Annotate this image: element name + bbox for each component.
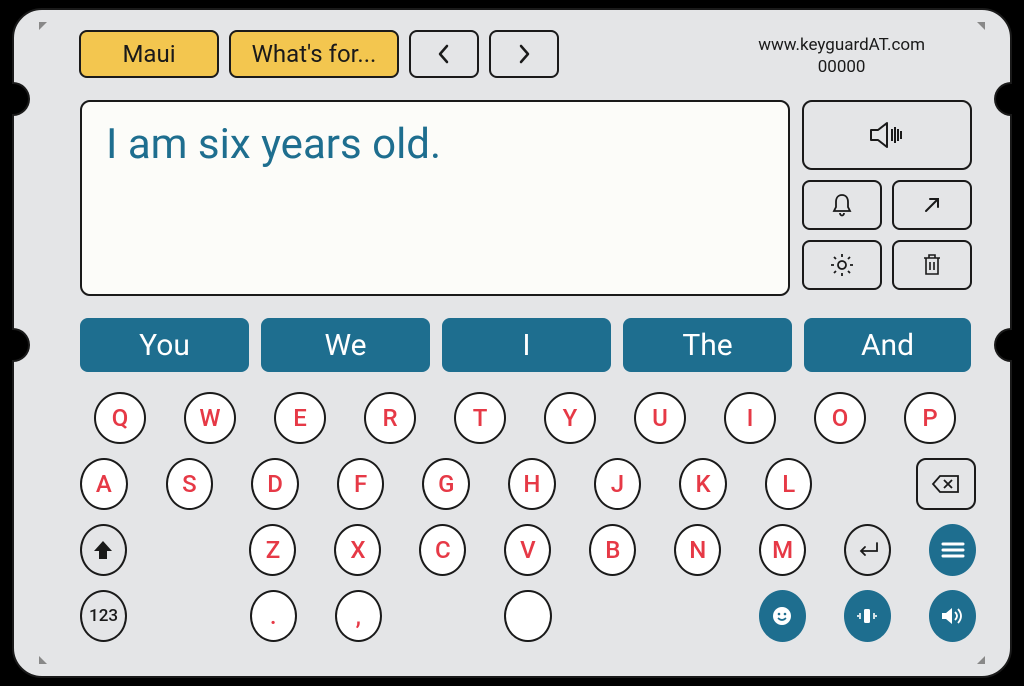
vibrate-icon (855, 604, 879, 628)
keyboard-row: Z X C V B N M (80, 524, 976, 576)
speaker-icon (867, 119, 907, 151)
key-r[interactable]: R (364, 392, 416, 444)
keyboard: Q W E R T Y U I O P A S D F G H J K L (80, 392, 976, 656)
key-comma[interactable]: , (335, 590, 382, 642)
case-notch (994, 328, 1012, 362)
nav-prev-button[interactable] (409, 30, 479, 78)
key-b[interactable]: B (589, 524, 636, 576)
case-notch (12, 328, 30, 362)
top-bar: Maui What's for... (79, 30, 559, 78)
key-l[interactable]: L (765, 458, 813, 510)
word-suggestion[interactable]: And (804, 318, 971, 372)
speaker-small-icon (939, 605, 965, 627)
key-k[interactable]: K (679, 458, 727, 510)
key-g[interactable]: G (422, 458, 470, 510)
corner-mark (39, 656, 47, 664)
key-e[interactable]: E (274, 392, 326, 444)
trash-icon (921, 252, 943, 278)
key-period[interactable]: . (250, 590, 297, 642)
speak-button[interactable] (802, 100, 972, 170)
word-suggestion[interactable]: The (623, 318, 792, 372)
key-t[interactable]: T (454, 392, 506, 444)
word-suggestion[interactable]: I (442, 318, 611, 372)
side-panel (802, 100, 972, 300)
gear-icon (829, 252, 855, 278)
smiley-icon (770, 604, 794, 628)
word-suggestion[interactable]: You (80, 318, 249, 372)
case-notch (994, 82, 1012, 116)
chevron-left-icon (435, 43, 453, 65)
delete-button[interactable] (892, 240, 972, 290)
key-z[interactable]: Z (249, 524, 296, 576)
keyboard-row: 123 . , (80, 590, 976, 642)
key-j[interactable]: J (594, 458, 642, 510)
enter-key[interactable] (844, 524, 891, 576)
corner-mark (39, 22, 47, 30)
bell-icon (830, 192, 854, 218)
settings-button[interactable] (802, 240, 882, 290)
keyboard-row: Q W E R T Y U I O P (80, 392, 976, 444)
arrow-up-right-icon (920, 193, 944, 217)
enter-icon (855, 539, 881, 561)
key-n[interactable]: N (674, 524, 721, 576)
word-prediction-row: You We I The And (80, 318, 971, 372)
keyboard-row: A S D F G H J K L (80, 458, 976, 510)
vibrate-key[interactable] (844, 590, 891, 642)
sound-key[interactable] (929, 590, 976, 642)
nav-next-button[interactable] (489, 30, 559, 78)
alert-button[interactable] (802, 180, 882, 230)
numbers-key[interactable]: 123 (80, 590, 127, 642)
menu-icon (940, 540, 966, 560)
key-a[interactable]: A (80, 458, 128, 510)
shift-key[interactable] (80, 524, 127, 576)
corner-mark (977, 656, 985, 664)
chevron-right-icon (515, 43, 533, 65)
key-o[interactable]: O (814, 392, 866, 444)
key-u[interactable]: U (634, 392, 686, 444)
word-suggestion[interactable]: We (261, 318, 430, 372)
key-i[interactable]: I (724, 392, 776, 444)
key-v[interactable]: V (504, 524, 551, 576)
device-frame: Maui What's for... www.keyguardAT.com 00… (12, 8, 1012, 678)
share-button[interactable] (892, 180, 972, 230)
key-s[interactable]: S (166, 458, 214, 510)
key-d[interactable]: D (251, 458, 299, 510)
key-q[interactable]: Q (94, 392, 146, 444)
message-text: I am six years old. (106, 120, 764, 169)
message-box[interactable]: I am six years old. (80, 100, 790, 296)
emoji-key[interactable] (759, 590, 806, 642)
key-m[interactable]: M (759, 524, 806, 576)
backspace-icon (931, 473, 961, 495)
key-x[interactable]: X (334, 524, 381, 576)
key-f[interactable]: F (337, 458, 385, 510)
phrase-tab-1[interactable]: Maui (79, 30, 219, 78)
branding-code: 00000 (758, 56, 925, 78)
menu-key[interactable] (929, 524, 976, 576)
shift-icon (91, 538, 115, 562)
corner-mark (977, 22, 985, 30)
key-c[interactable]: C (419, 524, 466, 576)
branding-url: www.keyguardAT.com (758, 34, 925, 56)
case-notch (12, 82, 30, 116)
branding: www.keyguardAT.com 00000 (758, 34, 925, 78)
key-p[interactable]: P (904, 392, 956, 444)
space-key[interactable] (504, 590, 551, 642)
phrase-tab-2[interactable]: What's for... (229, 30, 399, 78)
backspace-key[interactable] (916, 458, 976, 510)
key-h[interactable]: H (508, 458, 556, 510)
key-y[interactable]: Y (544, 392, 596, 444)
key-w[interactable]: W (184, 392, 236, 444)
